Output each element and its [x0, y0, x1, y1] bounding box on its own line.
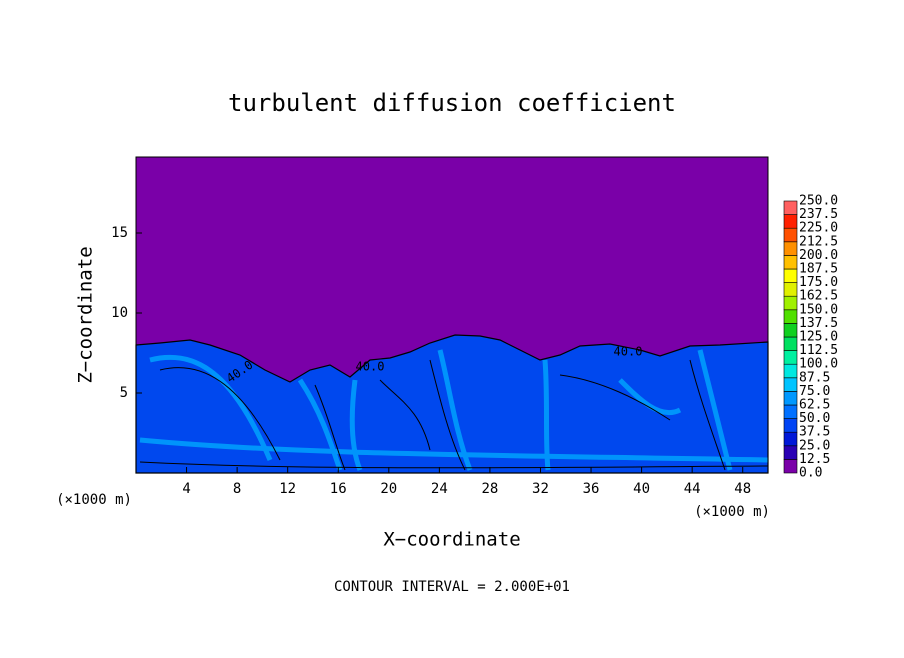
colorbar-label: 175.0 — [799, 275, 838, 290]
colorbar-box — [783, 200, 798, 215]
colorbar-label: 137.5 — [799, 316, 838, 331]
field — [135, 157, 769, 474]
x-tick-label: 16 — [330, 481, 347, 497]
colorbar-label: 250.0 — [799, 194, 838, 209]
colorbar-label: 225.0 — [799, 221, 838, 236]
colorbar-label: 25.0 — [799, 438, 830, 453]
y-tick-label: 5 — [120, 385, 128, 401]
x-axis-title: X−coordinate — [383, 529, 520, 551]
colorbar-box — [783, 350, 798, 365]
colorbar-label: 0.0 — [799, 466, 822, 481]
colorbar-label: 150.0 — [799, 302, 838, 317]
footer-note: CONTOUR INTERVAL = 2.000E+01 — [334, 579, 570, 595]
colorbar-box — [783, 282, 798, 297]
colorbar-label: 75.0 — [799, 384, 830, 399]
contour-label: 40.0 — [614, 345, 643, 359]
colorbar-label: 187.5 — [799, 262, 838, 277]
colorbar-box — [783, 445, 798, 460]
colorbar-box — [783, 404, 798, 419]
colorbar-box — [783, 309, 798, 324]
colorbar-label: 12.5 — [799, 452, 830, 467]
colorbar-label: 37.5 — [799, 425, 830, 440]
x-tick-label: 12 — [279, 481, 296, 497]
colorbar-box — [783, 295, 798, 311]
colorbar-box — [783, 391, 798, 406]
x-unit: (×1000 m) — [56, 492, 132, 508]
x-tick-label: 44 — [684, 481, 701, 497]
colorbar-box — [783, 363, 798, 379]
x-tick-label: 32 — [532, 481, 549, 497]
colorbar-label: 162.5 — [799, 289, 838, 304]
colorbar-label: 237.5 — [799, 207, 838, 222]
x-tick-label: 28 — [481, 481, 498, 497]
y-tick-label: 10 — [111, 305, 128, 321]
contour-label: 40.0 — [356, 360, 385, 374]
x-tick-label: 20 — [380, 481, 397, 497]
contour-lines — [139, 359, 769, 471]
colorbar-label: 112.5 — [799, 343, 838, 358]
x-unit-right: (×1000 m) — [694, 504, 770, 520]
colorbar-label: 62.5 — [799, 398, 830, 413]
y-tick-label: 15 — [111, 225, 128, 241]
colorbar-label: 200.0 — [799, 248, 838, 263]
plot-frame — [135, 156, 769, 474]
chart-title: turbulent diffusion coefficient — [228, 89, 676, 117]
x-tick-label: 48 — [734, 481, 751, 497]
colorbar-box — [783, 255, 798, 270]
colorbar-box — [783, 214, 798, 229]
colorbar-label: 87.5 — [799, 370, 830, 385]
colorbar-box — [783, 336, 798, 351]
colorbar-box — [783, 323, 798, 338]
colorbar-box — [783, 268, 798, 283]
x-tick-label: 36 — [583, 481, 600, 497]
colorbar-box — [783, 241, 798, 256]
colorbar-box — [783, 418, 798, 433]
colorbar-label: 100.0 — [799, 357, 838, 372]
x-tick-label: 40 — [633, 481, 650, 497]
x-tick-label: 24 — [431, 481, 448, 497]
colorbar-label: 125.0 — [799, 330, 838, 345]
colorbar-box — [783, 377, 798, 392]
colorbar-box — [783, 459, 798, 474]
y-axis-title: Z−coordinate — [75, 246, 97, 383]
colorbar-label: 212.5 — [799, 234, 838, 249]
x-tick-label: 4 — [182, 481, 190, 497]
colorbar-box — [783, 431, 798, 447]
x-tick-label: 8 — [233, 481, 241, 497]
field-streaks — [139, 349, 769, 471]
colorbar-label: 50.0 — [799, 411, 830, 426]
colorbar-box — [783, 227, 798, 243]
